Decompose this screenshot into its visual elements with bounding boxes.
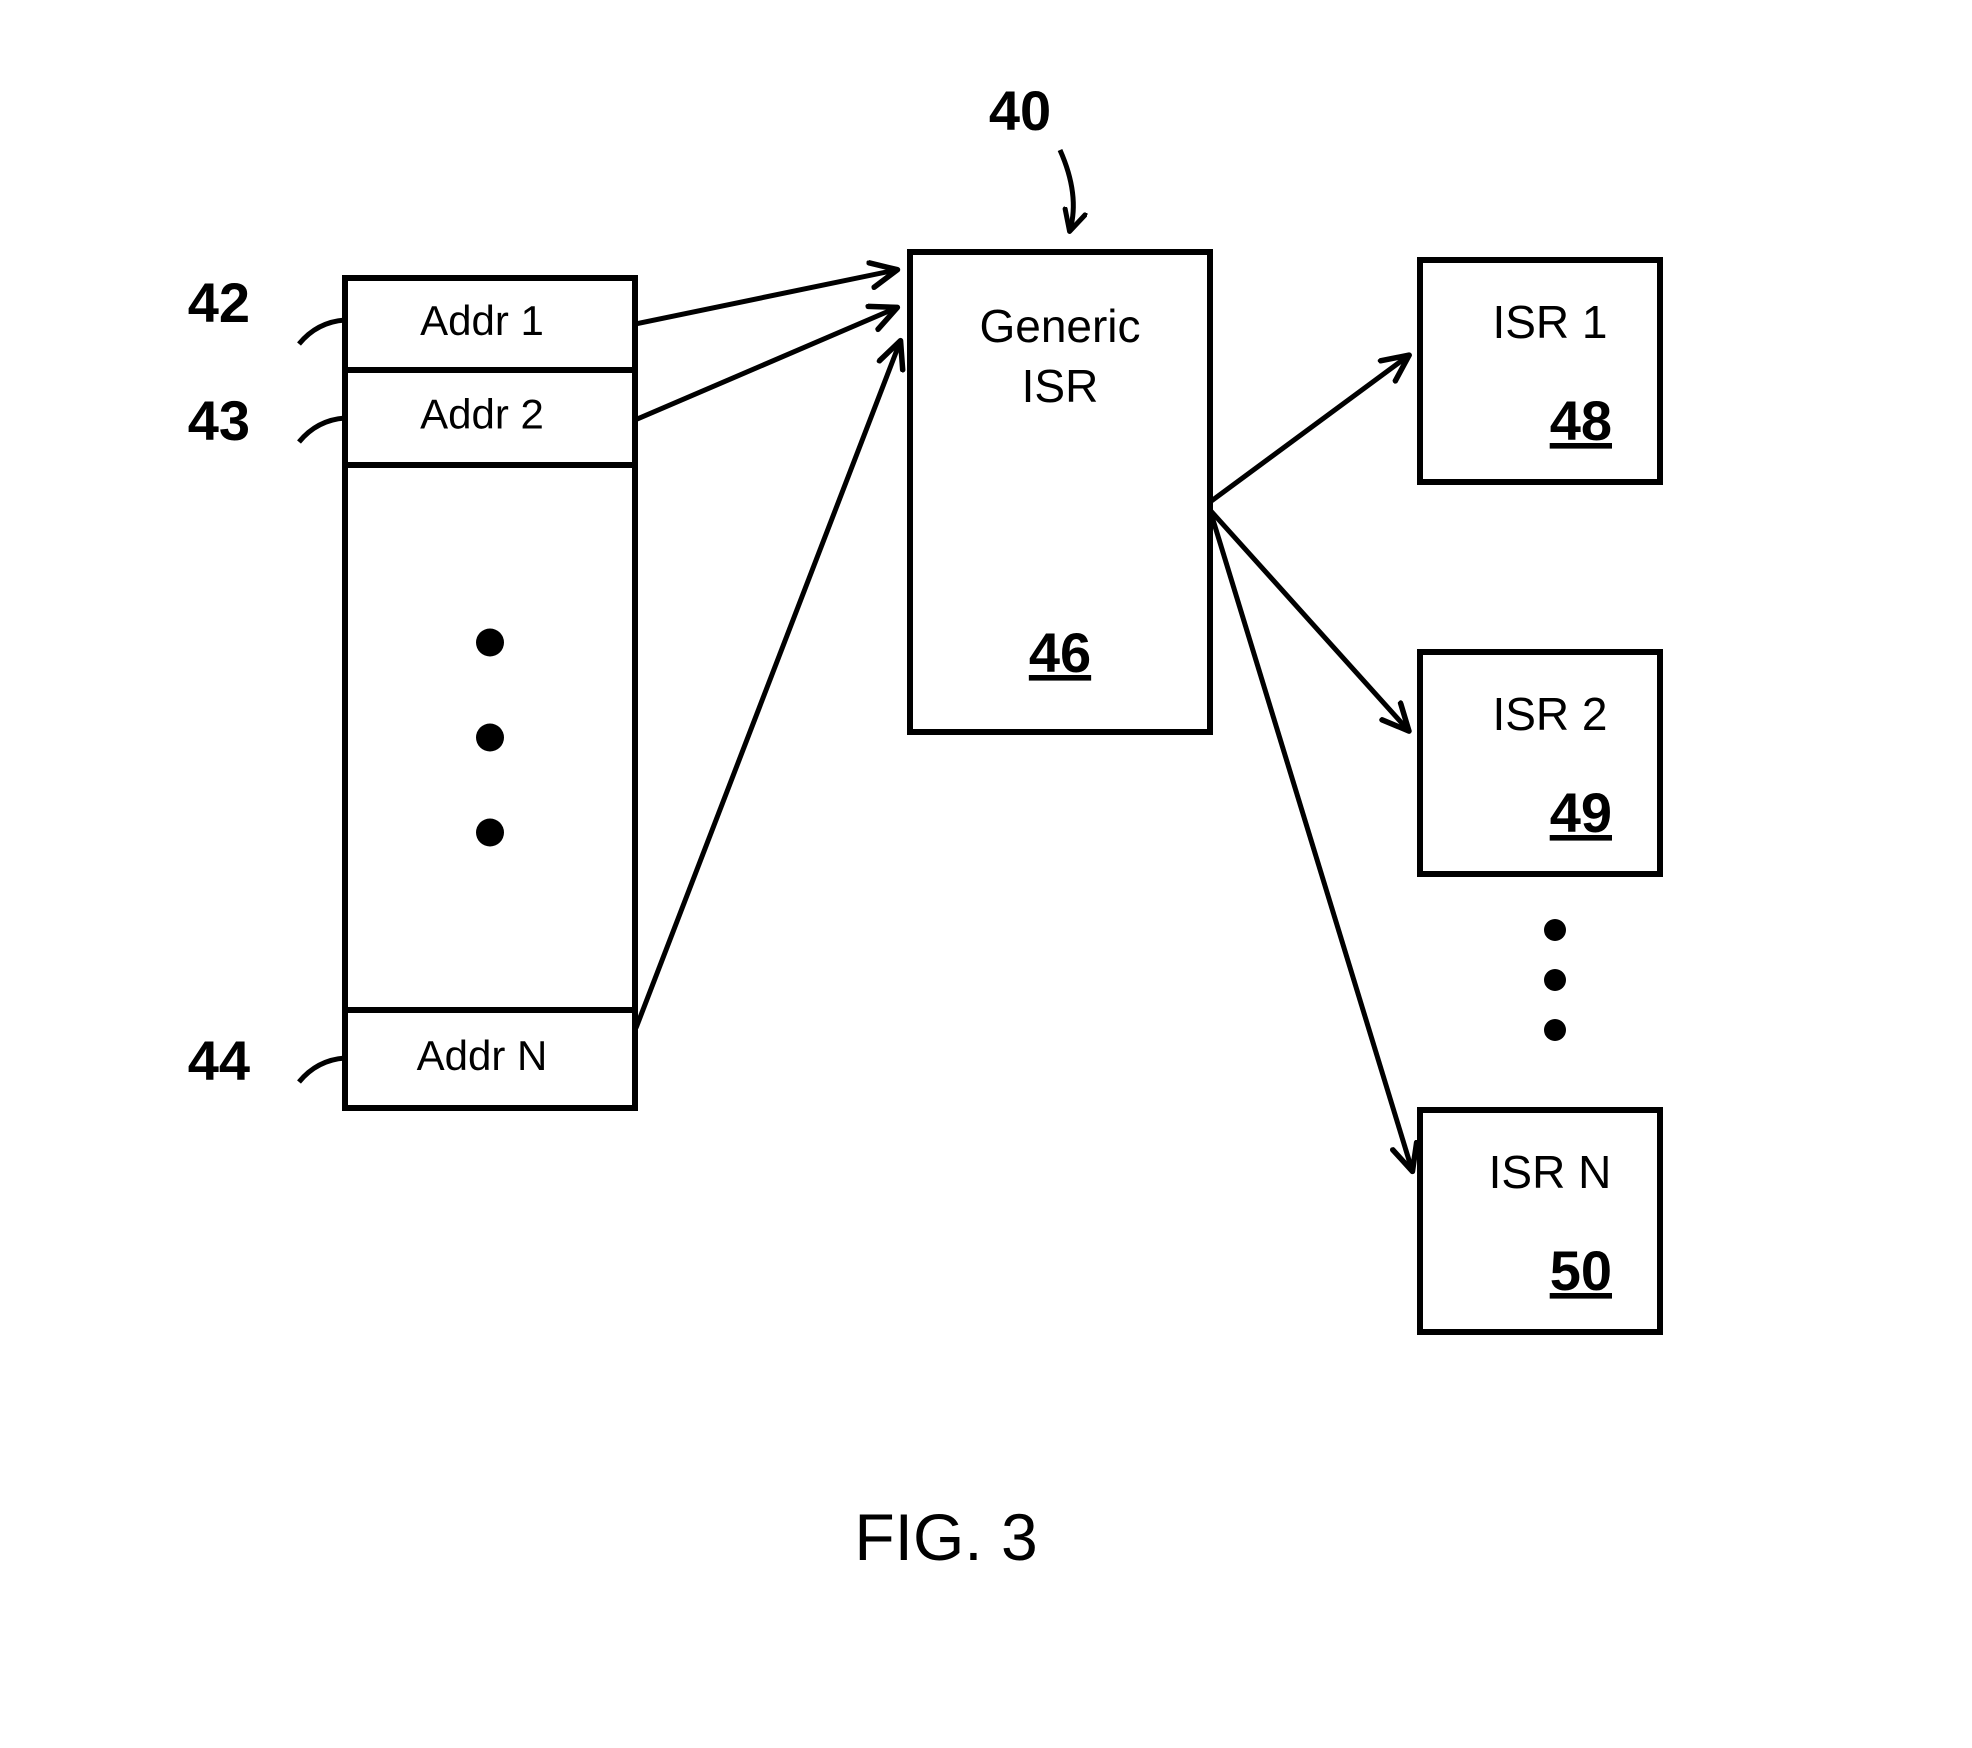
isr1-box <box>1420 260 1660 482</box>
ref-tick-addrN <box>299 1058 345 1082</box>
isrN-label: ISR N <box>1489 1146 1612 1198</box>
ref-addr2: 43 <box>188 389 250 452</box>
generic-isr-title-2: ISR <box>1022 360 1099 412</box>
ref-addr1: 42 <box>188 271 250 334</box>
figure-svg: Addr 1 42 Addr 2 43 Addr N 44 Generic ISR 46 40 IS… <box>0 0 1972 1748</box>
isr2-label: ISR 2 <box>1492 688 1607 740</box>
ref-tick-addr1 <box>299 320 345 344</box>
arrow-addr2-to-generic <box>635 308 896 420</box>
ref-addrN: 44 <box>188 1029 250 1092</box>
isr-ellipsis-dot <box>1544 1019 1566 1041</box>
generic-isr-title-1: Generic <box>979 300 1140 352</box>
isrN-ref: 50 <box>1550 1239 1612 1302</box>
figure-ref-40-arrow <box>1060 150 1073 230</box>
ref-tick-addr2 <box>299 418 345 442</box>
addr-ellipsis-dot <box>476 724 504 752</box>
addr-ellipsis-dot <box>476 629 504 657</box>
isr2-box <box>1420 652 1660 874</box>
arrow-addrN-to-generic <box>636 342 900 1028</box>
addr-ellipsis-dot <box>476 819 504 847</box>
addr-label-addr1: Addr 1 <box>420 297 544 344</box>
figure-caption: FIG. 3 <box>854 1500 1037 1574</box>
isr1-label: ISR 1 <box>1492 296 1607 348</box>
isr1-ref: 48 <box>1550 389 1612 452</box>
addr-label-addrN: Addr N <box>417 1032 548 1079</box>
addr-label-addr2: Addr 2 <box>420 391 544 438</box>
generic-isr-ref: 46 <box>1029 621 1091 684</box>
isr-ellipsis-dot <box>1544 919 1566 941</box>
arrow-generic-to-isrN <box>1210 510 1412 1170</box>
isr2-ref: 49 <box>1550 781 1612 844</box>
figure-ref-40: 40 <box>989 79 1051 142</box>
arrow-generic-to-isr2 <box>1210 510 1408 730</box>
arrow-generic-to-isr1 <box>1210 356 1408 502</box>
isrN-box <box>1420 1110 1660 1332</box>
arrow-addr1-to-generic <box>635 270 896 324</box>
isr-ellipsis-dot <box>1544 969 1566 991</box>
